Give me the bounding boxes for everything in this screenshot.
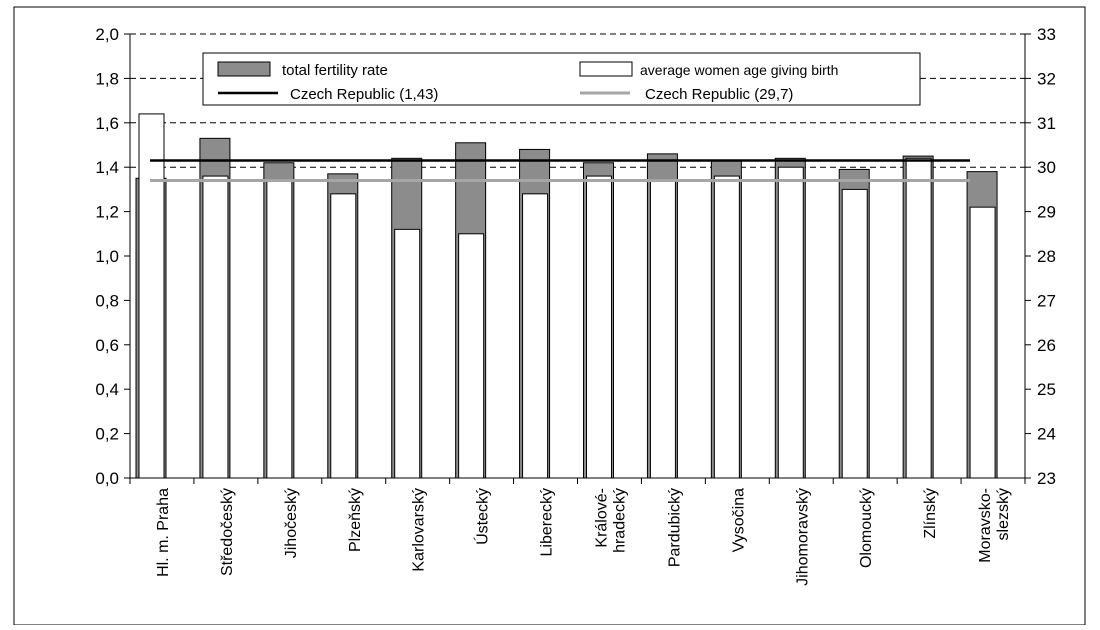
y-right-tick-label: 32 (1037, 69, 1056, 88)
category-label: Zlínský (922, 488, 939, 539)
category-label: slezský (995, 488, 1012, 540)
category-label: Jihomoravský (794, 488, 811, 586)
y-left-tick-label: 2,0 (95, 25, 119, 44)
y-right-tick-label: 25 (1037, 380, 1056, 399)
y-left-tick-label: 0,8 (95, 291, 119, 310)
category-label: Ústecký (473, 488, 492, 545)
category-label: Olomoucký (858, 488, 875, 568)
y-left-tick-label: 1,6 (95, 114, 119, 133)
y-left-tick-label: 0,4 (95, 380, 119, 399)
category-label: Králové- (593, 488, 610, 548)
y-left-tick-label: 1,2 (95, 203, 119, 222)
category-label: Vysočina (730, 488, 747, 552)
legend-label-czech-age: Czech Republic (29,7) (645, 86, 793, 103)
category-label: Středočeský (219, 488, 236, 576)
category-label: Plzeňský (347, 488, 364, 552)
bar-mother-age (649, 180, 676, 479)
bar-mother-age (586, 175, 612, 479)
category-label: Jihočeský (283, 488, 300, 558)
legend-label-fertility: total fertility rate (282, 62, 388, 79)
y-right-tick-label: 33 (1037, 25, 1056, 44)
category-label: hradecký (611, 488, 628, 553)
y-left-tick-label: 1,0 (95, 247, 119, 266)
category-label: Karlovarský (411, 488, 428, 572)
legend: total fertility rate average women age gi… (202, 52, 921, 106)
axes-layer: 0,0 0,2 0,4 0,6 0,8 1,0 1,2 1,4 1,6 1,8 2,0 23 24 25 2… (95, 25, 1056, 488)
legend-swatch-fertility (217, 61, 271, 77)
bar-mother-age (458, 233, 485, 479)
bar-mother-age (266, 180, 293, 479)
category-label: Moravsko- (977, 488, 994, 563)
category-labels: Hl. m. Praha Středočeský Jihočeský Plzeňský… (155, 488, 1012, 586)
category-label: Hl. m. Praha (155, 488, 172, 577)
y-left-tick-label: 1,8 (95, 69, 119, 88)
bar-mother-age (394, 228, 421, 479)
bar-mother-age (969, 206, 996, 479)
bar-mother-age (138, 113, 165, 479)
category-label: Pardubický (666, 488, 683, 567)
legend-swatch-mother-age (579, 61, 633, 77)
y-left-tick-label: 0,0 (95, 469, 119, 488)
category-label: Liberecký (539, 488, 556, 556)
bar-mother-age (202, 175, 229, 479)
y-left-tick-label: 0,2 (95, 425, 119, 444)
legend-label-mother-age: average women age giving birth (640, 62, 838, 78)
y-left-tick-label: 0,6 (95, 336, 119, 355)
y-right-tick-label: 26 (1037, 336, 1056, 355)
bars-layer (135, 113, 998, 479)
bar-mother-age (905, 157, 932, 479)
y-left-tick-label: 1,4 (95, 158, 119, 177)
y-right-tick-label: 29 (1037, 203, 1056, 222)
bar-mother-age (777, 166, 804, 479)
bar-mother-age (713, 175, 740, 479)
legend-label-czech-fertility: Czech Republic (1,43) (290, 86, 438, 103)
y-right-tick-label: 27 (1037, 291, 1056, 310)
y-right-tick-label: 23 (1037, 469, 1056, 488)
y-right-tick-label: 28 (1037, 247, 1056, 266)
y-right-tick-label: 30 (1037, 158, 1056, 177)
y-right-tick-label: 31 (1037, 114, 1056, 133)
bar-mother-age (841, 188, 868, 479)
reference-lines-layer (150, 159, 970, 183)
bar-mother-age (522, 193, 549, 479)
y-right-tick-label: 24 (1037, 425, 1056, 444)
legend-box (202, 52, 921, 106)
bar-mother-age (330, 193, 357, 479)
